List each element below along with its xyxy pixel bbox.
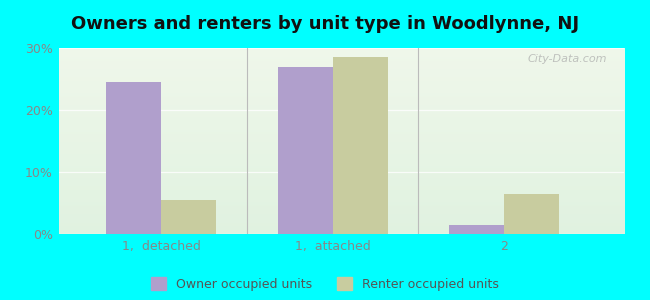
Text: Owners and renters by unit type in Woodlynne, NJ: Owners and renters by unit type in Woodl… <box>71 15 579 33</box>
Legend: Owner occupied units, Renter occupied units: Owner occupied units, Renter occupied un… <box>151 277 499 291</box>
Bar <box>504 194 559 234</box>
Text: City-Data.com: City-Data.com <box>528 54 607 64</box>
Bar <box>278 67 333 234</box>
Bar <box>161 200 216 234</box>
Bar <box>107 82 161 234</box>
Bar <box>449 225 504 234</box>
Bar <box>333 57 387 234</box>
